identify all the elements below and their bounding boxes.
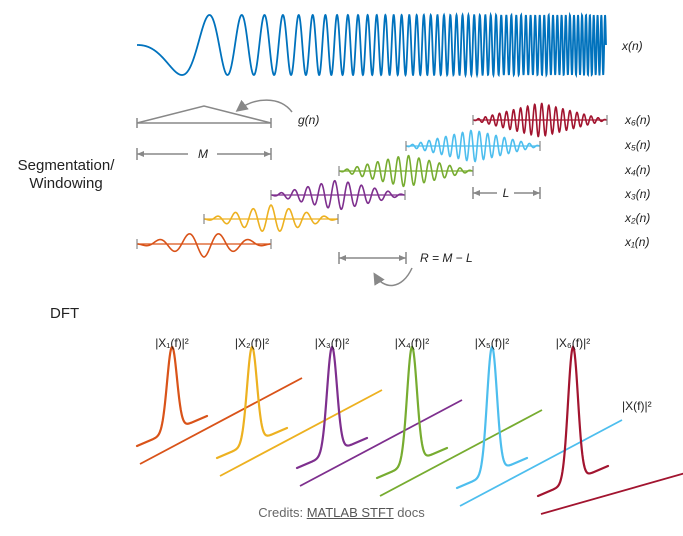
credits-prefix: Credits: bbox=[258, 505, 307, 520]
window-arrow bbox=[235, 99, 293, 113]
credits-link[interactable]: MATLAB STFT bbox=[306, 505, 394, 520]
spectrum-label-6: |X₆(f)|² bbox=[556, 336, 590, 350]
segment-length-indicator bbox=[136, 148, 272, 160]
segment-label-6: x₆(n) bbox=[624, 113, 651, 127]
window-label: g(n) bbox=[298, 113, 319, 127]
spectrum-label-1: |X₁(f)|² bbox=[155, 336, 189, 350]
section-windowing-title: Segmentation/ bbox=[18, 157, 116, 174]
segment-wave-6 bbox=[472, 102, 608, 138]
segment-label-1: x₁(n) bbox=[624, 235, 649, 249]
segment-wave-4 bbox=[338, 154, 474, 188]
spectrum-curve-3 bbox=[295, 345, 369, 470]
spectrum-curve-2 bbox=[215, 345, 289, 460]
window-function bbox=[136, 105, 272, 128]
segment-wave-5 bbox=[405, 129, 541, 163]
spectrum-curve-4 bbox=[375, 345, 449, 480]
spectrum-baseline-6 bbox=[540, 472, 683, 515]
hop-arrow bbox=[373, 267, 413, 287]
segment-label-3: x₃(n) bbox=[624, 187, 650, 201]
spectrum-baseline-4 bbox=[379, 409, 543, 497]
hop-label: R = M − L bbox=[420, 251, 473, 265]
chirp-signal bbox=[137, 11, 607, 79]
credits: Credits: MATLAB STFT docs bbox=[0, 505, 683, 520]
spectrum-baseline-5 bbox=[459, 419, 623, 507]
hop-indicator bbox=[338, 252, 407, 264]
segment-label-5: x₅(n) bbox=[624, 138, 651, 152]
section-windowing-title-2: Windowing bbox=[29, 175, 102, 192]
spectrum-label-3: |X₃(f)|² bbox=[315, 336, 349, 350]
segment-length-label: M bbox=[198, 147, 208, 161]
segment-wave-3 bbox=[270, 179, 406, 211]
segment-wave-2 bbox=[203, 204, 339, 232]
segment-wave-1 bbox=[137, 233, 271, 258]
windowed-segments: x₁(n) x₂(n) x₃(n) x₄(n) x₅(n) x₆(n) bbox=[136, 102, 651, 258]
overlap-indicator bbox=[472, 187, 541, 199]
spectrum-label-5: |X₅(f)|² bbox=[475, 336, 509, 350]
credits-suffix: docs bbox=[393, 505, 425, 520]
spectrum-baseline-1 bbox=[139, 377, 303, 465]
segment-label-4: x₄(n) bbox=[624, 163, 650, 177]
spectrum-baseline-3 bbox=[299, 399, 463, 487]
overlap-label: L bbox=[503, 186, 510, 200]
spectrum-curve-5 bbox=[455, 345, 529, 490]
spectra: |X₁(f)|² |X₂(f)|² |X₃(f)|² |X₄(f)|² |X₅(f)|²… bbox=[135, 336, 683, 515]
spectrogram-label: |X(f)|² bbox=[622, 399, 652, 413]
spectrum-baseline-2 bbox=[219, 389, 383, 477]
segment-label-2: x₂(n) bbox=[624, 211, 650, 225]
signal-label: x(n) bbox=[621, 39, 643, 53]
spectrum-label-4: |X₄(f)|² bbox=[395, 336, 429, 350]
section-dft-title: DFT bbox=[50, 305, 79, 322]
spectrum-label-2: |X₂(f)|² bbox=[235, 336, 269, 350]
spectrum-curve-1 bbox=[135, 345, 209, 448]
spectrum-curve-6 bbox=[536, 345, 610, 498]
